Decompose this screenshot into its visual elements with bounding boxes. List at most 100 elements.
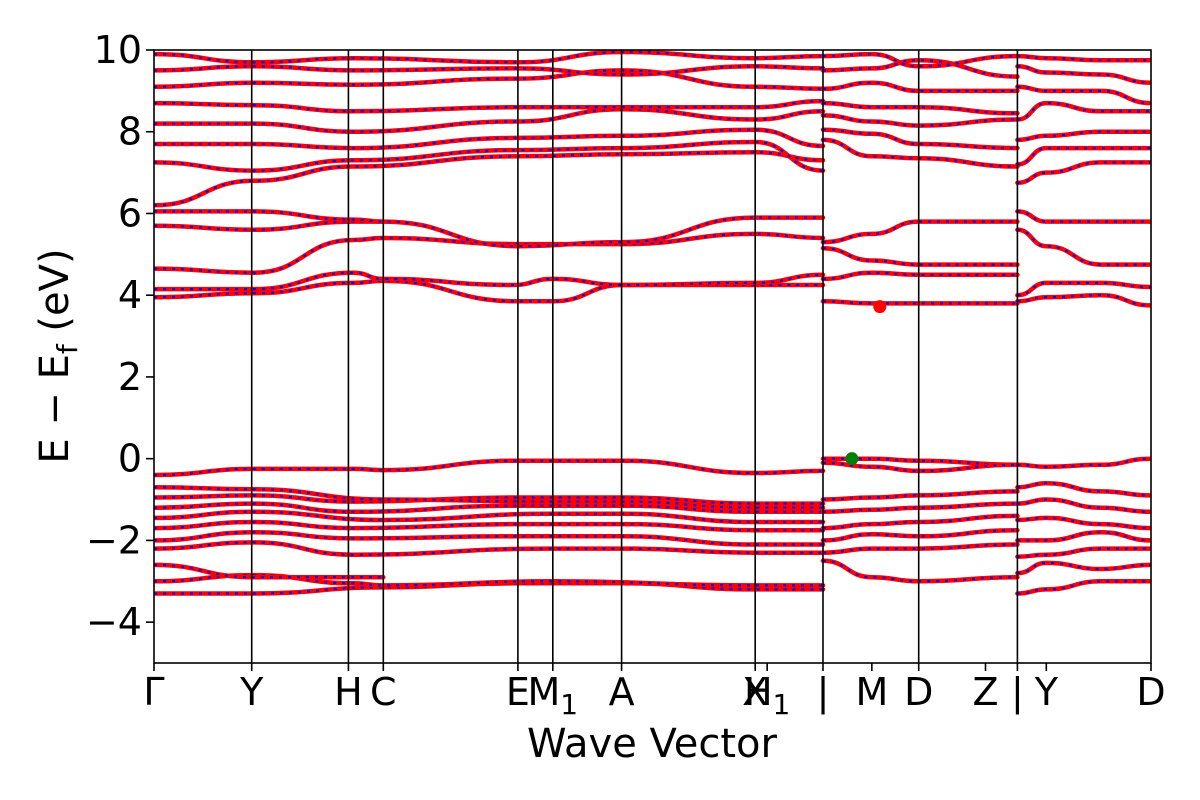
x-tick-label: C xyxy=(370,670,397,714)
band-line-dashed xyxy=(822,128,1018,150)
x-tick-label: Y xyxy=(1034,670,1059,714)
y-axis-label-sub: f xyxy=(51,343,84,354)
x-axis-ticks: Γ Y H C EM1 A XH1 | M D Z | Y D xyxy=(143,663,1166,721)
y-tick-label: 6 xyxy=(118,191,142,235)
band-line xyxy=(820,100,1020,116)
band-line xyxy=(154,50,826,65)
band-line xyxy=(1015,497,1151,515)
x-axis-label: Wave Vector xyxy=(527,721,778,767)
band-line-dashed xyxy=(822,529,1018,542)
band-line xyxy=(154,209,386,224)
band-line xyxy=(820,460,1020,474)
x-tick-label: H xyxy=(334,670,363,714)
band-line-dashed xyxy=(1017,457,1151,468)
band-line xyxy=(1015,209,1151,224)
band-line xyxy=(1015,579,1151,596)
band-line-dashed xyxy=(1017,130,1151,141)
band-line-dashed xyxy=(154,128,824,150)
x-tick-label: D xyxy=(904,670,933,714)
band-line-dashed xyxy=(154,151,824,207)
band-line-dashed xyxy=(154,232,824,274)
band-line-dashed xyxy=(822,220,1018,244)
band-line-dashed xyxy=(154,494,823,505)
band-line-dashed xyxy=(154,50,824,64)
band-edge-marker xyxy=(873,300,887,314)
band-line-dashed xyxy=(154,502,823,513)
band-line xyxy=(1015,515,1151,531)
y-tick-label: 4 xyxy=(118,273,142,317)
band-line-dashed xyxy=(1017,498,1151,513)
y-tick-label: 2 xyxy=(118,355,142,399)
band-line xyxy=(1015,227,1151,267)
band-line xyxy=(820,489,1020,502)
band-line-dashed xyxy=(154,486,823,509)
band-line xyxy=(1015,560,1151,576)
band-line xyxy=(154,215,826,249)
band-edge-marker xyxy=(845,452,859,466)
x-tick-label: | xyxy=(817,670,830,715)
y-tick-label: 10 xyxy=(94,28,142,72)
plot-frame xyxy=(153,49,1152,664)
x-tick-label: Y xyxy=(239,670,264,714)
band-line-dashed xyxy=(154,279,823,303)
band-line xyxy=(820,219,1020,245)
markers-layer xyxy=(845,300,887,466)
kpoint-lines xyxy=(250,50,1019,663)
band-line-dashed xyxy=(154,510,823,524)
band-line-dashed xyxy=(154,69,824,90)
band-line-dashed xyxy=(154,100,824,113)
band-line-dashed xyxy=(822,52,1018,68)
band-line-dashed xyxy=(1017,294,1151,307)
y-tick-label: −4 xyxy=(86,600,142,644)
band-line xyxy=(1015,64,1151,85)
band-line xyxy=(154,231,826,275)
band-line-dashed xyxy=(1017,516,1151,530)
y-tick-label: −2 xyxy=(86,518,142,562)
band-line-dashed xyxy=(1017,55,1151,62)
band-line xyxy=(1015,292,1151,308)
band-line xyxy=(1015,145,1151,167)
band-line xyxy=(820,270,1020,282)
band-line-dashed xyxy=(1017,228,1151,266)
y-axis-label: E − Ef (eV) xyxy=(32,248,84,463)
band-line-dashed xyxy=(1017,531,1151,542)
band-line xyxy=(154,270,826,292)
band-line xyxy=(820,513,1020,531)
band-line xyxy=(820,80,1020,94)
bands-layer xyxy=(154,50,1151,596)
band-line-dashed xyxy=(822,59,1018,78)
band-line-dashed xyxy=(822,138,1018,168)
band-line-dashed xyxy=(822,559,1018,583)
band-line xyxy=(1015,280,1151,298)
x-tick-label: M xyxy=(855,670,888,714)
band-line-dashed xyxy=(154,65,824,76)
band-line-dashed xyxy=(1017,482,1151,497)
band-line xyxy=(820,542,1020,555)
x-tick-label: M1 xyxy=(527,670,578,721)
band-line-dashed xyxy=(154,563,384,579)
band-line-dashed xyxy=(154,541,823,556)
band-line xyxy=(820,245,1020,267)
band-line xyxy=(820,558,1020,584)
band-line xyxy=(1015,100,1151,122)
band-line-dashed xyxy=(1017,547,1151,558)
y-tick-label: 0 xyxy=(118,437,142,481)
band-line xyxy=(820,299,1020,306)
band-line-dashed xyxy=(1017,85,1151,105)
x-tick-label: D xyxy=(1136,670,1165,714)
x-tick-label: Γ xyxy=(143,670,164,714)
x-tick-label: X xyxy=(742,670,768,714)
band-line xyxy=(154,149,826,208)
x-tick-label: | xyxy=(1011,670,1024,715)
x-tick-label: Z xyxy=(972,670,998,714)
x-tick-label: H1 xyxy=(744,670,790,721)
band-line-dashed xyxy=(154,108,824,133)
band-line-dashed xyxy=(822,247,1018,266)
x-tick-label: E xyxy=(506,670,530,714)
band-line-dashed xyxy=(154,531,823,546)
y-tick-label: 8 xyxy=(118,110,142,154)
band-line xyxy=(1015,480,1151,498)
y-axis-label-unit: (eV) xyxy=(32,248,78,344)
band-line-dashed xyxy=(154,582,823,595)
